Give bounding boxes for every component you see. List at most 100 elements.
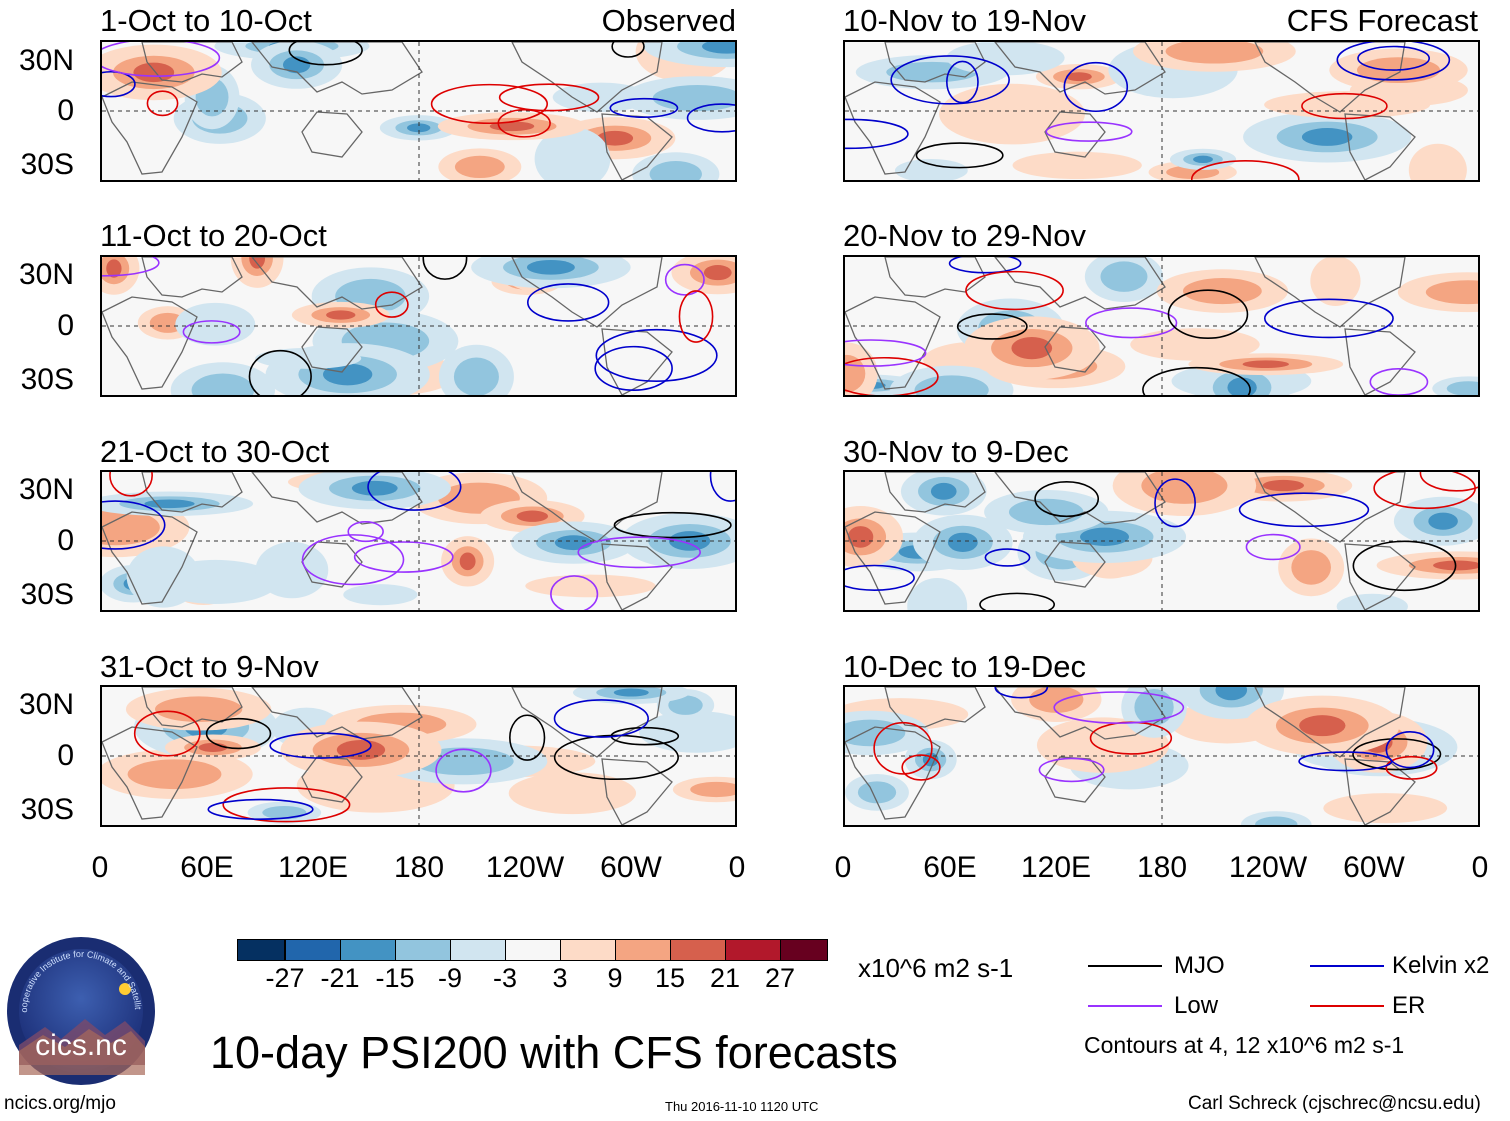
contour-line <box>550 575 599 610</box>
coastline <box>141 472 243 513</box>
y-tick-30s: 30S <box>20 148 74 181</box>
colorbar-swatch <box>285 939 341 961</box>
y-tick-30n: 30N <box>18 688 74 721</box>
panel-title-right-3: 30-Nov to 9-Dec <box>843 434 1069 469</box>
map-graphic <box>845 687 1478 825</box>
legend-line-kelvin <box>1310 965 1384 967</box>
contour-line <box>1167 289 1249 340</box>
coastline <box>1344 113 1416 180</box>
colorbar-swatch <box>505 939 561 961</box>
cfs-forecast-label: CFS Forecast <box>1286 3 1478 38</box>
contours-note: Contours at 4, 12 x10^6 m2 s-1 <box>1084 1032 1405 1058</box>
colorbar-tick-label: 15 <box>654 963 686 993</box>
contour-line <box>946 60 979 104</box>
contour-line <box>288 42 363 66</box>
contour-line <box>613 511 732 539</box>
contour-line <box>1063 61 1129 113</box>
contour-line <box>1034 481 1100 518</box>
coastline <box>845 296 941 390</box>
colorbar-swatch <box>725 939 781 961</box>
coastline <box>994 42 1166 95</box>
x-tick-120e: 120E <box>277 851 349 884</box>
contour-line <box>845 118 909 150</box>
contour-line <box>422 257 468 280</box>
contour-line <box>1045 121 1133 142</box>
x-tick-0-end: 0 <box>728 851 746 884</box>
contour-line <box>984 548 1031 567</box>
contour-line <box>577 536 701 569</box>
colorbar-tick-label: -21 <box>320 963 360 993</box>
contour-line <box>207 798 314 821</box>
coastline <box>301 326 363 373</box>
map-panel-left-1 <box>100 40 737 182</box>
contour-line <box>248 349 312 395</box>
y-tick-30n: 30N <box>18 473 74 506</box>
contour-line <box>1301 92 1388 120</box>
contour-line <box>1385 731 1435 769</box>
contour-line <box>509 714 546 761</box>
panel-title-right-2: 20-Nov to 29-Nov <box>843 218 1086 253</box>
legend-label-low: Low <box>1174 992 1219 1019</box>
colorbar-tick-label: -9 <box>437 963 462 993</box>
y-tick-eq: 0 <box>57 739 74 772</box>
contour-line <box>205 717 272 750</box>
y-tick-30n: 30N <box>18 44 74 77</box>
colorbar-tick-label: 27 <box>764 963 796 993</box>
contour-line <box>102 70 136 98</box>
panel-title-left-2: 11-Oct to 20-Oct <box>100 218 327 253</box>
contour-line <box>146 90 179 117</box>
coastline <box>301 756 363 803</box>
coastline <box>884 472 986 513</box>
contour-line <box>709 472 735 502</box>
panel-title-right-4: 10-Dec to 19-Dec <box>843 649 1086 684</box>
colorbar-tick-label: -3 <box>492 963 517 993</box>
coastline <box>102 81 198 175</box>
colorbar-tick-label: 21 <box>709 963 741 993</box>
coastline <box>884 42 986 83</box>
coastline <box>884 687 986 728</box>
coastline <box>601 543 673 610</box>
contour-line <box>979 592 1055 610</box>
contour-line <box>994 687 1049 699</box>
contour-line <box>873 721 933 775</box>
coastline <box>251 257 423 310</box>
map-graphic <box>845 472 1478 610</box>
colorbar-swatch <box>237 939 285 961</box>
panel-title-right-1: 10-Nov to 19-Nov <box>843 3 1086 38</box>
colorbar-swatch <box>780 939 828 961</box>
contour-line <box>374 291 409 318</box>
logo-text: cics.nc <box>35 1029 127 1062</box>
map-graphic <box>845 42 1478 180</box>
contour-line <box>269 732 372 759</box>
contour-line <box>845 564 915 591</box>
legend-line-mjo <box>1088 965 1162 967</box>
contour-line <box>133 710 201 757</box>
x-tick-0: 0 <box>834 851 852 884</box>
coastline <box>994 687 1166 740</box>
coastline <box>251 687 423 740</box>
y-tick-eq: 0 <box>57 94 74 127</box>
coastline <box>141 42 243 83</box>
contour-line <box>347 521 384 543</box>
legend-label-mjo: MJO <box>1174 952 1225 979</box>
x-tick-60w: 60W <box>1343 851 1405 884</box>
colorbar-swatch <box>450 939 506 961</box>
panel-title-left-1: 1-Oct to 10-Oct <box>100 3 312 38</box>
coastline <box>511 42 663 113</box>
x-tick-0: 0 <box>91 851 109 884</box>
footer-link[interactable]: ncics.org/mjo <box>4 1093 116 1114</box>
contour-line <box>498 83 600 112</box>
observed-label: Observed <box>601 3 736 38</box>
coastline <box>1254 42 1406 113</box>
contour-line <box>609 97 679 119</box>
contour-line <box>965 270 1064 311</box>
colorbar-swatch <box>560 939 616 961</box>
footer-author: Carl Schreck (cjschrec@ncsu.edu) <box>1188 1093 1481 1114</box>
coastline <box>102 511 198 605</box>
contour-line <box>1357 45 1431 71</box>
map-graphic <box>102 42 735 180</box>
coastline <box>1044 541 1106 588</box>
colorbar-swatch <box>615 939 671 961</box>
contour-line <box>890 55 1010 105</box>
contour-line <box>553 699 649 738</box>
